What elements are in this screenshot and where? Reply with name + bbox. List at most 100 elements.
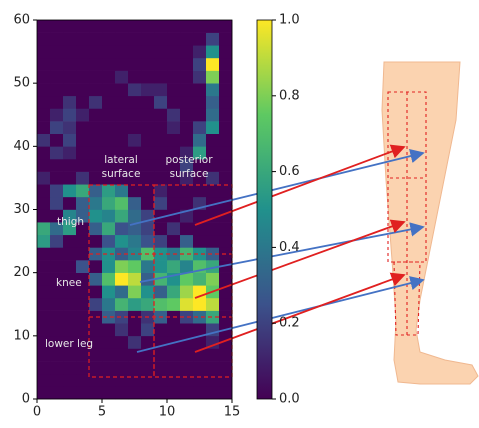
heatmap-cell — [219, 273, 232, 286]
heatmap-cell — [154, 184, 167, 197]
heatmap-cell — [76, 108, 89, 121]
heatmap-cell — [167, 33, 180, 46]
heatmap-cell — [115, 222, 128, 235]
heatmap-cell — [89, 33, 102, 46]
heatmap-cell — [89, 172, 102, 185]
heatmap-cell — [115, 121, 128, 134]
heatmap-cell — [193, 273, 206, 286]
heatmap-cell — [154, 348, 167, 361]
heatmap-cell — [167, 386, 180, 399]
heatmap-cell — [206, 222, 219, 235]
figure: lateral surface posterior surface thigh … — [0, 0, 479, 424]
heatmap-cell — [193, 235, 206, 248]
heatmap-cell — [63, 83, 76, 96]
heatmap-cell — [180, 134, 193, 147]
heatmap-cell — [128, 361, 141, 374]
heatmap-cell — [219, 146, 232, 159]
heatmap-cell — [76, 71, 89, 84]
heatmap-cell — [141, 386, 154, 399]
y-tick-label: 20 — [13, 265, 30, 280]
heatmap-cell — [63, 33, 76, 46]
heatmap-cell — [102, 71, 115, 84]
annotation: posterior — [165, 154, 213, 166]
heatmap-cell — [37, 311, 50, 324]
heatmap-cell — [37, 146, 50, 159]
heatmap-cell — [180, 121, 193, 134]
heatmap-cell — [115, 83, 128, 96]
annotation: lower leg — [45, 338, 93, 350]
heatmap-cell — [63, 108, 76, 121]
heatmap-cell — [76, 121, 89, 134]
heatmap-cell — [50, 134, 63, 147]
heatmap-cell — [219, 361, 232, 374]
heatmap-cell — [102, 197, 115, 210]
heatmap-cell — [193, 108, 206, 121]
heatmap-cell — [37, 45, 50, 58]
heatmap-cell — [219, 386, 232, 399]
heatmap-cell — [193, 71, 206, 84]
heatmap-cell — [219, 108, 232, 121]
heatmap-cell — [206, 348, 219, 361]
heatmap-cell — [102, 108, 115, 121]
heatmap-cell — [102, 361, 115, 374]
heatmap-cell — [128, 323, 141, 336]
heatmap-cell — [193, 45, 206, 58]
heatmap-cell — [89, 361, 102, 374]
heatmap-cell — [128, 348, 141, 361]
heatmap-cell — [206, 83, 219, 96]
heatmap-cell — [219, 134, 232, 147]
heatmap-cell — [180, 96, 193, 109]
heatmap-cell — [128, 33, 141, 46]
heatmap-cell — [37, 172, 50, 185]
heatmap-cell — [167, 348, 180, 361]
heatmap-cell — [89, 20, 102, 33]
heatmap-cell — [76, 159, 89, 172]
heatmap-cell — [63, 348, 76, 361]
heatmap-cell — [102, 96, 115, 109]
heatmap-cell — [141, 83, 154, 96]
heatmap-cell — [193, 386, 206, 399]
heatmap-cell — [141, 121, 154, 134]
heatmap-cell — [102, 121, 115, 134]
heatmap-cell — [102, 45, 115, 58]
heatmap-cell — [128, 260, 141, 273]
x-tick-label: 0 — [33, 405, 41, 420]
heatmap-cell — [128, 58, 141, 71]
heatmap-cell — [154, 374, 167, 387]
heatmap-cell — [128, 273, 141, 286]
heatmap-cell — [180, 71, 193, 84]
heatmap-cell — [37, 374, 50, 387]
heatmap-cell — [141, 96, 154, 109]
heatmap-cell — [180, 197, 193, 210]
heatmap-cell — [89, 146, 102, 159]
heatmap-cell — [102, 260, 115, 273]
heatmap-cell — [128, 121, 141, 134]
heatmap-cell — [167, 184, 180, 197]
heatmap-cell — [89, 96, 102, 109]
heatmap-cell — [76, 146, 89, 159]
heatmap-cell — [128, 197, 141, 210]
heatmap-cell — [89, 222, 102, 235]
colorbar-tick-label: 1.0 — [279, 13, 300, 28]
heatmap-cell — [193, 134, 206, 147]
heatmap-cell — [128, 71, 141, 84]
x-tick-label: 15 — [224, 405, 241, 420]
heatmap-cell — [89, 374, 102, 387]
heatmap-cell — [63, 386, 76, 399]
heatmap-cell — [115, 45, 128, 58]
heatmap-cell — [219, 172, 232, 185]
heatmap-cell — [76, 386, 89, 399]
heatmap-cell — [63, 361, 76, 374]
heatmap-cell — [63, 121, 76, 134]
heatmap-cell — [76, 83, 89, 96]
heatmap-cell — [141, 222, 154, 235]
heatmap-cell — [50, 71, 63, 84]
heatmap-cell — [128, 386, 141, 399]
heatmap-cell — [115, 71, 128, 84]
heatmap-cell — [219, 184, 232, 197]
heatmap-cell — [180, 386, 193, 399]
heatmap-cell — [63, 247, 76, 260]
heatmap-cell — [63, 172, 76, 185]
heatmap-cell — [167, 71, 180, 84]
heatmap-cell — [180, 184, 193, 197]
